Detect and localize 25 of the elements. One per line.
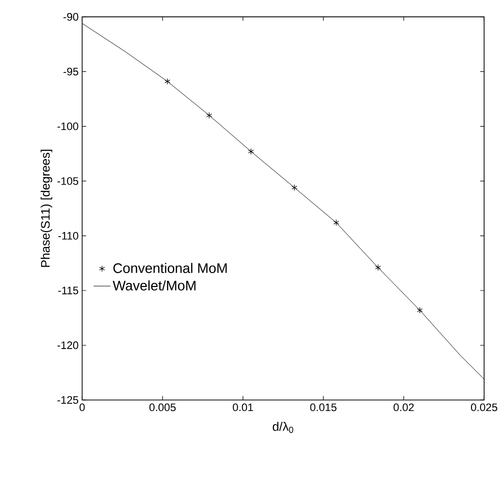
y-tick-label: -115 — [58, 286, 78, 294]
x-tick-label: 0.015 — [310, 403, 336, 412]
point — [292, 184, 298, 191]
y-tick-label: -90 — [63, 12, 78, 21]
legend-label: Wavelet/MoM — [112, 280, 196, 290]
y-tick-label: -110 — [58, 232, 78, 240]
y-tick-label: -105 — [57, 177, 78, 185]
y-tick-label: -125 — [57, 396, 78, 404]
legend-label: Conventional MoM — [113, 262, 227, 273]
y-tick-label: -100 — [57, 122, 78, 130]
point — [248, 148, 254, 155]
point — [333, 219, 340, 226]
x-axis-title: d/λ$_{0}$ — [272, 422, 294, 433]
x-tick-label: 0 — [80, 403, 85, 412]
x-tick-label: 0.01 — [232, 403, 253, 412]
point — [416, 306, 423, 314]
x-tick-label: 0.025 — [470, 403, 498, 412]
point — [375, 264, 381, 271]
point — [206, 112, 212, 119]
point — [164, 78, 170, 85]
x-tick-label: 0.02 — [394, 403, 414, 412]
y-tick-label: -120 — [57, 341, 78, 349]
y-axis-title: Phase(S11) [degrees] — [40, 150, 52, 267]
x-tick-label: 0.005 — [149, 403, 176, 412]
y-tick-label: -95 — [63, 68, 78, 76]
